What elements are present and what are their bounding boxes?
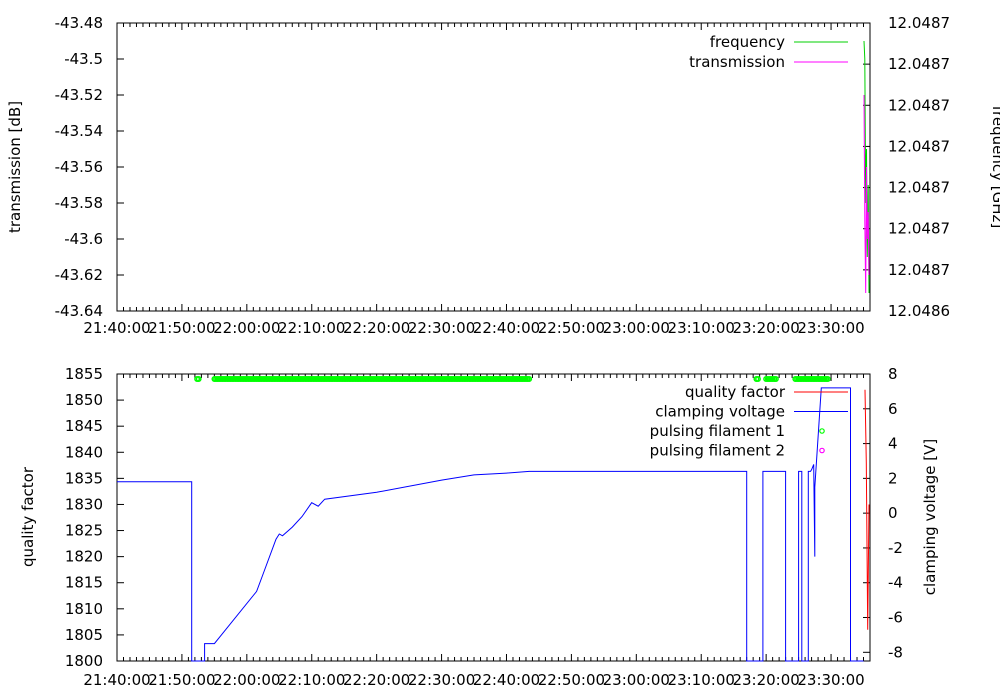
x-tick-label: 22:20:00 (343, 671, 410, 689)
y-tick-label: -43.6 (64, 230, 103, 248)
series-line-clamping-voltage (117, 387, 864, 662)
y-tick-label: -43.56 (55, 158, 103, 176)
x-tick-label: 22:50:00 (538, 671, 605, 689)
y2-tick-label: 0 (888, 504, 898, 522)
pulsing-filament-1-point (824, 376, 831, 382)
x-tick-label: 22:10:00 (278, 671, 345, 689)
x-tick-label: 22:10:00 (278, 319, 345, 337)
y-tick-label: 1805 (65, 626, 103, 644)
legend-label: frequency (710, 33, 785, 51)
bottom-series-lines (117, 376, 870, 662)
legend-label: pulsing filament 2 (650, 442, 785, 460)
y2-tick-label: 12.0487 (888, 220, 950, 238)
y2-tick-label: 8 (888, 365, 898, 383)
y2-tick-label: 12.0487 (888, 14, 950, 32)
top-series-lines (863, 40, 870, 294)
legend-label: quality factor (685, 383, 786, 401)
y2-tick-label: 12.0487 (888, 55, 950, 73)
y-tick-label: 1820 (65, 548, 103, 566)
y2-tick-label: 6 (888, 400, 898, 418)
y2-tick-label: 12.0487 (888, 261, 950, 279)
x-tick-label: 22:00:00 (213, 319, 280, 337)
y-tick-label: 1810 (65, 600, 103, 618)
x-tick-label: 21:50:00 (148, 671, 215, 689)
top-y2-axis-label: frequency [GHz] (989, 106, 1000, 228)
y-tick-label: -43.64 (55, 302, 103, 320)
transmission-frequency-panel: 21:40:0021:50:0022:00:0022:10:0022:20:00… (6, 14, 1000, 337)
series-line-transmission (863, 94, 870, 294)
legend-label: clamping voltage (655, 403, 785, 421)
quality-clamping-panel: 21:40:0021:50:0022:00:0022:10:0022:20:00… (19, 365, 939, 689)
y-tick-label: 1815 (65, 574, 103, 592)
top-y-ticks: -43.64 -43.62 -43.6 -43.58 -43.56 -43.54 -43.5… (55, 14, 124, 320)
y-tick-label: 1825 (65, 522, 103, 540)
legend-marker (819, 428, 825, 434)
top-legend: frequency transmission (689, 33, 848, 71)
pulsing-filament-1-point (195, 376, 202, 382)
y-tick-label: 1835 (65, 469, 103, 487)
x-tick-label: 23:00:00 (603, 319, 670, 337)
x-tick-label: 23:00:00 (603, 671, 670, 689)
series-line-frequency (863, 40, 870, 294)
x-tick-label: 23:20:00 (732, 319, 799, 337)
x-tick-label: 22:30:00 (408, 671, 475, 689)
y2-tick-label: 2 (888, 469, 898, 487)
y-tick-label: 1850 (65, 391, 103, 409)
y-tick-label: -43.52 (55, 86, 103, 104)
series-line-quality-factor (864, 389, 870, 630)
pulsing-filament-1-point (526, 376, 533, 382)
bottom-y-ticks: 1800 1805 1810 1815 1820 1825 1830 1835 1840 1845… (65, 365, 124, 670)
legend-label: pulsing filament 1 (650, 422, 785, 440)
x-tick-label: 21:50:00 (148, 319, 215, 337)
x-tick-label: 23:30:00 (797, 319, 864, 337)
y-tick-label: -43.62 (55, 266, 103, 284)
top-y-axis-label: transmission [dB] (6, 101, 24, 233)
y2-tick-label: -2 (888, 539, 903, 557)
y2-tick-label: -8 (888, 643, 903, 661)
y2-tick-label: 4 (888, 435, 898, 453)
y2-tick-label: 12.0486 (888, 302, 950, 320)
y-tick-label: -43.48 (55, 14, 103, 32)
x-tick-label: 22:20:00 (343, 319, 410, 337)
y-tick-label: 1830 (65, 495, 103, 513)
top-x-ticks: 21:40:0021:50:0022:00:0022:10:0022:20:00… (83, 23, 871, 337)
x-tick-label: 23:10:00 (668, 671, 735, 689)
x-tick-label: 22:00:00 (213, 671, 280, 689)
x-tick-label: 21:40:00 (83, 671, 150, 689)
x-tick-label: 23:30:00 (797, 671, 864, 689)
x-tick-label: 22:30:00 (408, 319, 475, 337)
bottom-y-axis-label: quality factor (19, 466, 37, 567)
y2-tick-label: -4 (888, 574, 903, 592)
pulsing-filament-1-point (772, 376, 779, 382)
x-tick-label: 22:50:00 (538, 319, 605, 337)
y2-tick-label: 12.0487 (888, 179, 950, 197)
y2-tick-label: -6 (888, 609, 903, 627)
legend-marker (819, 447, 825, 454)
y-tick-label: 1855 (65, 365, 103, 383)
x-tick-label: 21:40:00 (83, 319, 150, 337)
bottom-y2-ticks: -8 -6 -4 -2 0 2 4 6 8 (863, 365, 903, 661)
x-tick-label: 23:10:00 (668, 319, 735, 337)
x-tick-label: 23:20:00 (732, 671, 799, 689)
y2-tick-label: 12.0487 (888, 137, 950, 155)
y-tick-label: 1840 (65, 443, 103, 461)
pulsing-filament-1-point (755, 376, 761, 382)
y-tick-label: -43.54 (55, 122, 103, 140)
x-tick-label: 22:40:00 (473, 671, 540, 689)
y-tick-label: -43.5 (64, 50, 103, 68)
bottom-x-ticks: 21:40:0021:50:0022:00:0022:10:0022:20:00… (83, 374, 871, 689)
x-tick-label: 22:40:00 (473, 319, 540, 337)
y-tick-label: 1845 (65, 417, 103, 435)
legend-label: transmission (689, 53, 785, 71)
bottom-y2-axis-label: clamping voltage [V] (921, 439, 939, 595)
y-tick-label: -43.58 (55, 194, 103, 212)
y-tick-label: 1800 (65, 652, 103, 670)
top-y2-ticks: 12.0486 12.0487 12.0487 12.0487 12.0487 12.04… (863, 14, 950, 320)
y2-tick-label: 12.0487 (888, 96, 950, 114)
